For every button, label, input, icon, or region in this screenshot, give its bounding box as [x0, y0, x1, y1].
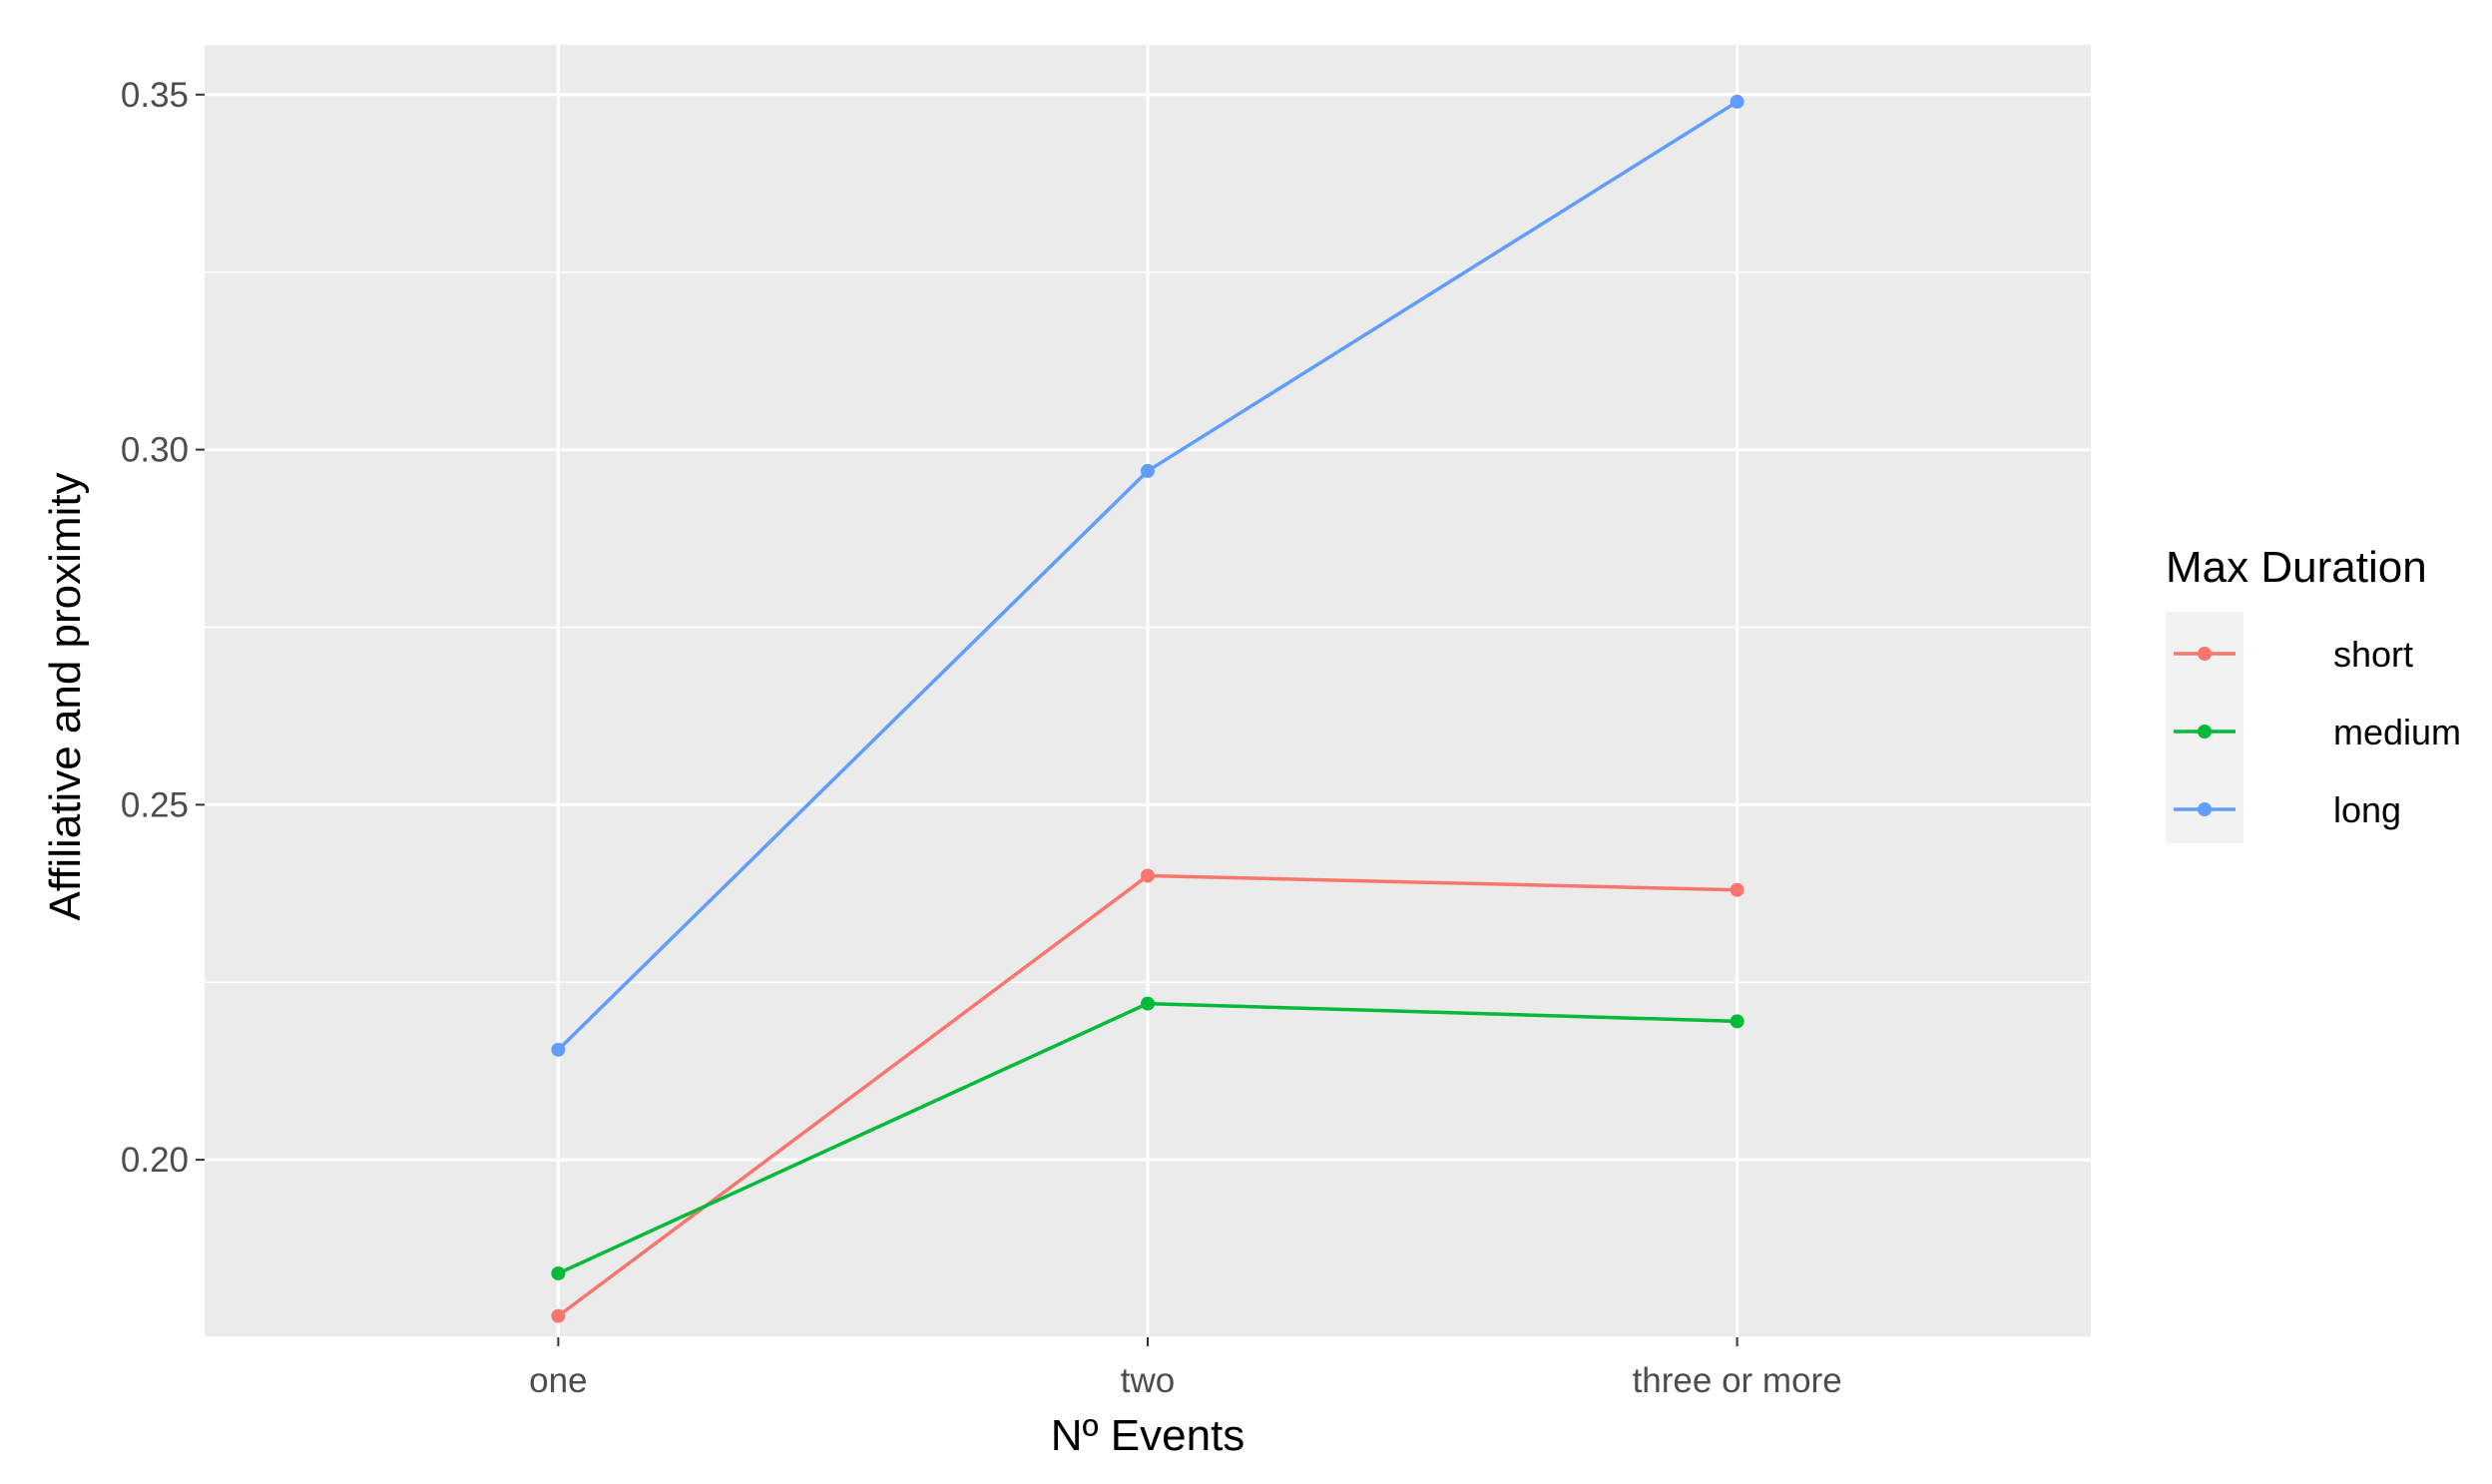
data-point-short	[1141, 868, 1155, 883]
data-point-long	[1141, 463, 1155, 478]
legend-item-short: short	[2174, 634, 2413, 675]
legend-title: Max Duration	[2166, 543, 2427, 592]
x-axis: one two three or more	[529, 1337, 1842, 1400]
legend-item-medium: medium	[2174, 712, 2461, 752]
y-tick-label: 0.30	[121, 431, 189, 470]
legend-label: long	[2333, 789, 2401, 830]
y-axis: 0.20 0.25 0.30 0.35	[121, 76, 205, 1180]
data-point-short	[551, 1308, 566, 1323]
data-point-medium	[1141, 996, 1155, 1011]
series-short	[551, 868, 1744, 1323]
series-lines	[551, 94, 1744, 1323]
legend-items: short medium long	[2174, 634, 2461, 830]
x-axis-title: Nº Events	[1051, 1411, 1246, 1460]
series-long	[551, 94, 1744, 1057]
legend-label: short	[2333, 634, 2413, 675]
x-tick-label: three or more	[1633, 1361, 1842, 1400]
y-tick-label: 0.35	[121, 76, 189, 115]
y-tick-label: 0.25	[121, 785, 189, 824]
legend-key-point	[2198, 802, 2212, 816]
x-tick-label: one	[529, 1361, 587, 1400]
y-axis-title: Affiliative and proximity	[41, 472, 90, 920]
series-medium	[551, 996, 1744, 1280]
legend-label: medium	[2333, 712, 2461, 752]
x-tick-label: two	[1121, 1361, 1175, 1400]
legend-item-long: long	[2174, 789, 2401, 830]
y-tick-label: 0.20	[121, 1141, 189, 1180]
legend: Max Duration short medium long	[2166, 543, 2461, 843]
data-point-long	[551, 1042, 566, 1057]
data-point-short	[1730, 882, 1744, 897]
legend-key-point	[2198, 647, 2212, 661]
data-point-medium	[1730, 1014, 1744, 1029]
data-point-medium	[551, 1265, 566, 1280]
major-gridlines	[205, 45, 2091, 1337]
legend-key-point	[2198, 725, 2212, 739]
data-point-long	[1730, 94, 1744, 109]
